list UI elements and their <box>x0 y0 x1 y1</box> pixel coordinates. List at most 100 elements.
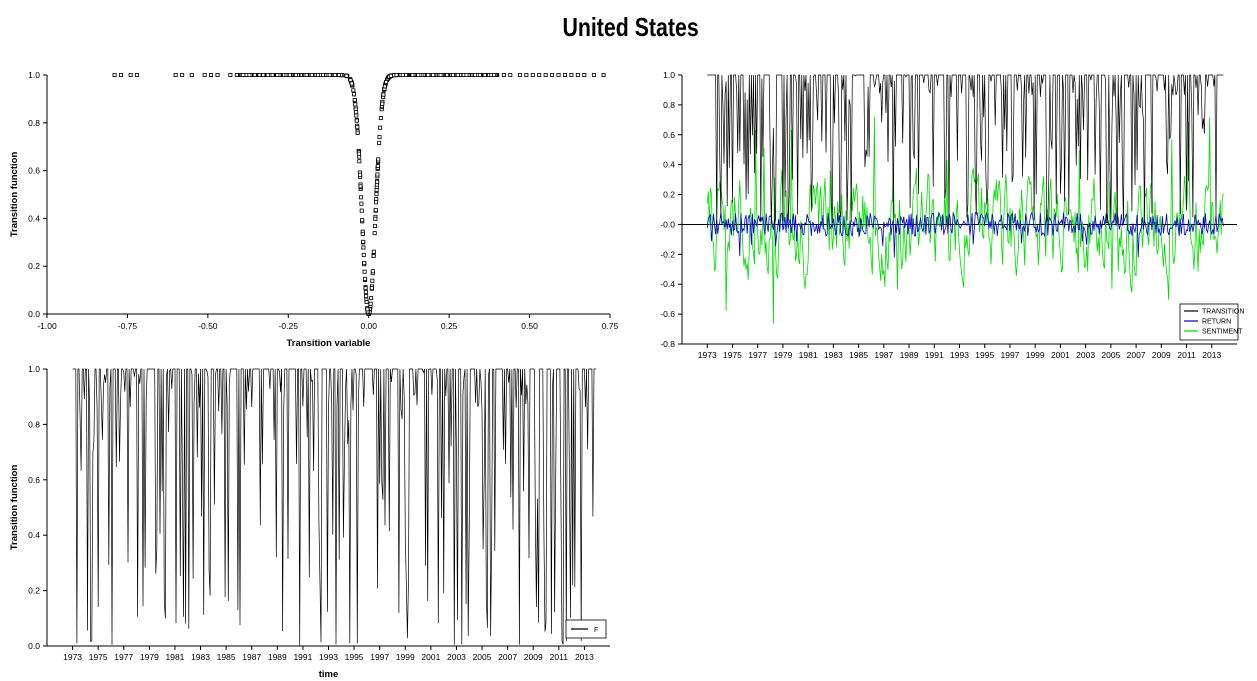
y-axis-title: Transition function <box>9 152 20 238</box>
x-tick-label: 0.75 <box>602 321 619 331</box>
data-point <box>550 73 555 78</box>
data-point <box>374 197 379 202</box>
x-tick-label: 1975 <box>723 350 742 360</box>
data-point <box>202 73 207 78</box>
x-tick-label: 2007 <box>1127 350 1146 360</box>
data-point <box>575 73 580 78</box>
x-tick-label: 1991 <box>293 652 312 662</box>
data-point <box>354 110 359 115</box>
data-point <box>355 125 360 130</box>
x-tick-label: 2011 <box>550 652 569 662</box>
data-point <box>473 73 478 78</box>
y-tick-label: 0.2 <box>663 190 675 200</box>
x-tick-label: 0.00 <box>360 321 377 331</box>
data-point <box>354 118 359 123</box>
y-tick-label: 0.6 <box>28 475 40 485</box>
y-tick-label: 0.6 <box>28 166 40 176</box>
x-tick-label: 2013 <box>575 652 594 662</box>
y-tick-label: 0.4 <box>663 160 675 170</box>
x-tick-label: 2007 <box>498 652 517 662</box>
data-point <box>492 73 497 78</box>
x-tick-label: 1995 <box>975 350 994 360</box>
data-point <box>378 116 383 121</box>
data-point <box>371 253 376 258</box>
chart-series-over-time: -0.8 -0.6 -0.4 -0.2 -0.0 0.2 0.4 0.6 0.8 1.0 1973 1… <box>660 70 1244 360</box>
data-point <box>371 249 376 254</box>
x-tick-label: 2003 <box>1076 350 1095 360</box>
data-point <box>375 172 380 177</box>
x-tick-label: 2005 <box>473 652 492 662</box>
x-tick-label: 1979 <box>773 350 792 360</box>
data-point <box>569 73 574 78</box>
x-tick-label: 2005 <box>1101 350 1120 360</box>
data-point <box>375 179 380 184</box>
data-point <box>275 73 280 78</box>
data-point <box>370 269 375 274</box>
data-point <box>320 73 325 78</box>
chart-transition-vs-variable: 0.0 0.2 0.4 0.6 0.8 1.0 -1.00 -0.75 -0.50 -0.25 0.… <box>9 70 619 349</box>
x-tick-label: 1999 <box>1026 350 1045 360</box>
data-point <box>431 73 436 78</box>
data-point <box>360 231 365 236</box>
y-tick-label: -0.8 <box>660 339 675 349</box>
data-point <box>344 73 349 78</box>
data-point <box>501 73 506 78</box>
x-tick-label: 1985 <box>849 350 868 360</box>
data-point <box>378 125 383 130</box>
data-point <box>247 73 252 78</box>
data-point <box>293 73 298 78</box>
y-tick-label: 0.8 <box>663 100 675 110</box>
x-tick-label: 2009 <box>1152 350 1171 360</box>
data-point <box>369 286 374 291</box>
data-point <box>464 73 469 78</box>
data-point <box>112 73 117 78</box>
x-tick-label: 1999 <box>396 652 415 662</box>
data-point <box>370 278 375 283</box>
data-point <box>352 98 357 103</box>
x-tick-label: -0.25 <box>279 321 299 331</box>
data-point <box>455 73 460 78</box>
data-point <box>356 151 361 156</box>
y-tick-label: 0.0 <box>28 309 40 319</box>
data-point <box>374 200 379 205</box>
legend-box <box>1179 303 1239 341</box>
x-tick-label: 1977 <box>114 652 133 662</box>
x-tick-label: 1989 <box>268 652 287 662</box>
data-point <box>189 73 194 78</box>
data-point <box>265 73 270 78</box>
data-point <box>287 73 292 78</box>
data-point <box>362 269 367 274</box>
x-tick-label: 2011 <box>1177 350 1196 360</box>
data-point <box>517 73 522 78</box>
data-point <box>309 73 314 78</box>
data-point <box>372 231 377 236</box>
y-tick-label: 1.0 <box>28 364 40 374</box>
data-point <box>257 73 262 78</box>
x-tick-label: 1979 <box>140 652 159 662</box>
data-point <box>241 73 246 78</box>
x-tick-label: 2001 <box>1051 350 1070 360</box>
data-point <box>315 73 320 78</box>
y-tick-label: 0.4 <box>28 213 40 223</box>
x-tick-label: -0.50 <box>198 321 218 331</box>
x-tick-label: 1997 <box>370 652 389 662</box>
data-point <box>349 81 354 86</box>
data-point <box>377 135 382 140</box>
series-transition-line <box>707 74 1224 225</box>
data-point <box>359 195 364 200</box>
data-point <box>173 73 178 78</box>
x-tick-label: 2003 <box>447 652 466 662</box>
data-point <box>562 73 567 78</box>
data-point <box>228 73 233 78</box>
x-tick-label: 1973 <box>698 350 717 360</box>
x-tick-label: 1973 <box>63 652 82 662</box>
data-point <box>374 187 379 192</box>
data-point <box>591 73 596 78</box>
y-tick-label: -0.4 <box>660 279 675 289</box>
data-point <box>373 208 378 213</box>
y-tick-label: -0.0 <box>660 219 675 229</box>
data-point <box>364 300 369 305</box>
legend-label: F <box>594 627 598 634</box>
data-point <box>351 88 356 93</box>
data-point <box>363 286 368 291</box>
